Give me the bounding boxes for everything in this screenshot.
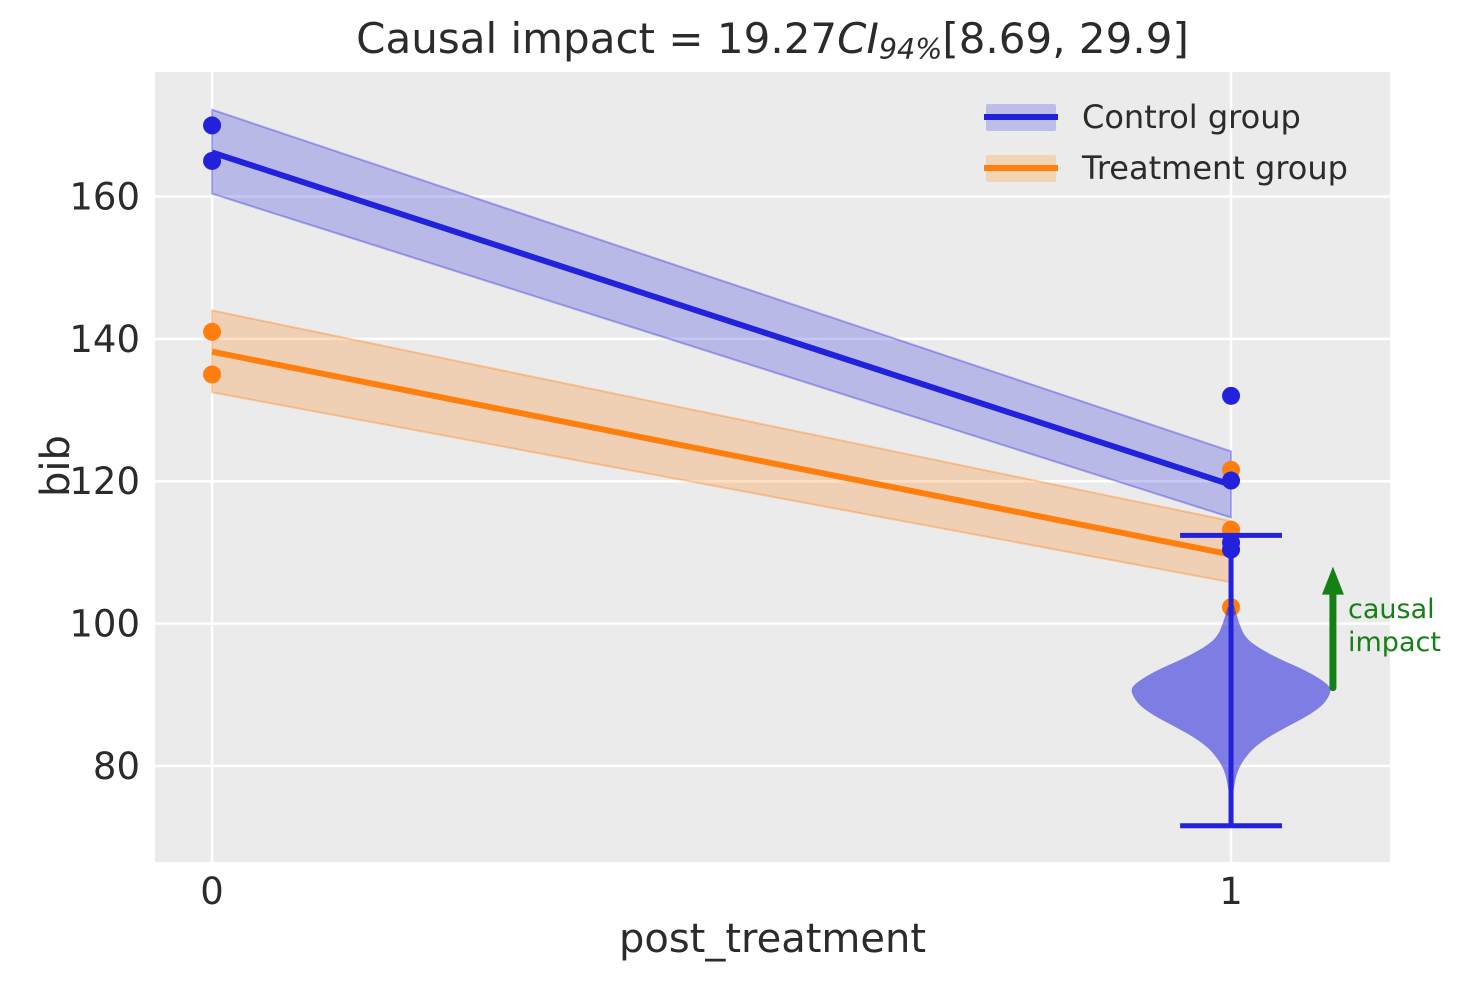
control-point bbox=[1222, 386, 1241, 405]
legend-label-treatment: Treatment group bbox=[1082, 149, 1348, 187]
y-tick-label-80: 80 bbox=[93, 745, 140, 788]
legend-swatch-treatment bbox=[984, 154, 1058, 182]
title-prefix: Causal impact = 19.27 bbox=[356, 14, 838, 63]
causal-impact-annotation-line1: causal bbox=[1348, 594, 1435, 625]
control-regression-line bbox=[211, 149, 1232, 488]
legend-swatch-control bbox=[984, 103, 1058, 131]
treatment-regression-line bbox=[211, 348, 1232, 558]
chart-title: Causal impact = 19.27CI94%[8.69, 29.9] bbox=[155, 14, 1390, 67]
title-interval: [8.69, 29.9] bbox=[942, 14, 1189, 63]
legend-entry-treatment: Treatment group bbox=[984, 149, 1348, 187]
y-tick-label-160: 160 bbox=[69, 176, 140, 219]
y-axis-label: bib bbox=[33, 435, 79, 497]
legend-line-treatment bbox=[984, 165, 1058, 171]
x-tick-label-0: 0 bbox=[200, 870, 224, 913]
x-axis-label: post_treatment bbox=[618, 916, 927, 962]
legend: Control group Treatment group bbox=[984, 98, 1348, 187]
title-ci-subscript: 94% bbox=[878, 32, 943, 67]
treatment-point bbox=[203, 322, 222, 341]
control-point bbox=[203, 151, 222, 170]
title-ci: CI bbox=[837, 14, 879, 63]
y-tick-label-100: 100 bbox=[69, 603, 140, 646]
control-point bbox=[1222, 471, 1241, 490]
legend-entry-control: Control group bbox=[984, 98, 1348, 136]
treatment-point bbox=[203, 365, 222, 384]
causal-impact-arrow-head bbox=[1321, 566, 1344, 595]
causal-impact-annotation: causal impact bbox=[1348, 593, 1441, 659]
legend-label-control: Control group bbox=[1082, 98, 1301, 136]
causal-impact-annotation-line2: impact bbox=[1348, 627, 1441, 658]
legend-line-control bbox=[984, 114, 1058, 120]
x-tick-label-1: 1 bbox=[1219, 870, 1243, 913]
control-point bbox=[203, 116, 222, 135]
y-tick-label-120: 120 bbox=[69, 460, 140, 503]
y-tick-label-140: 140 bbox=[69, 318, 140, 361]
